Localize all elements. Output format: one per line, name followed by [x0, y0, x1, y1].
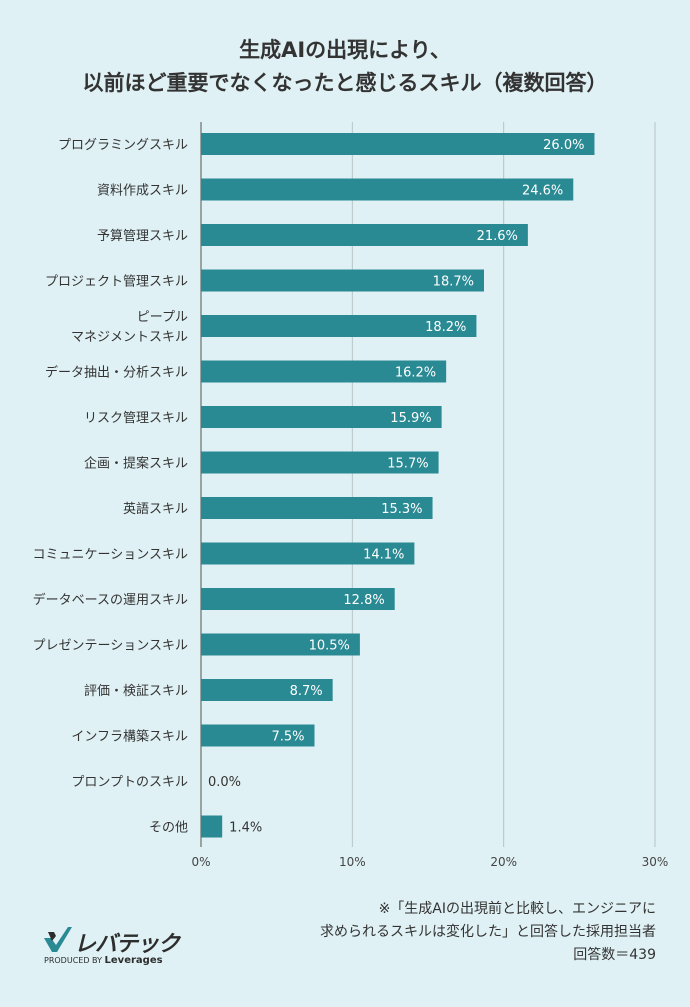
y-tick-label: 英語スキル	[123, 501, 188, 517]
y-tick-label: 予算管理スキル	[97, 229, 188, 244]
y-tick-label: 企画・提案スキル	[84, 456, 188, 472]
bar	[201, 724, 315, 747]
data-label: 0.0%	[208, 775, 241, 790]
y-tick-label: ピープルマネジメントスキル	[71, 310, 188, 345]
produced-by-text: PRODUCED BY	[44, 956, 102, 965]
data-label: 1.4%	[229, 821, 262, 836]
y-tick-label-line: 企画・提案スキル	[84, 456, 188, 472]
data-label: 8.7%	[290, 684, 323, 699]
bar	[201, 178, 574, 201]
y-tick-label-line: 予算管理スキル	[97, 229, 188, 244]
y-tick-label: プロジェクト管理スキル	[45, 275, 188, 290]
bar	[201, 588, 395, 610]
footnote-line-1: ※「生成AIの出現前と比較し、エンジニアに	[378, 901, 656, 917]
bar	[201, 633, 360, 656]
y-tick-label-line: 英語スキル	[123, 501, 188, 517]
x-tick-label: 20%	[490, 855, 517, 869]
bar	[201, 451, 439, 474]
y-tick-label-line: プログラミングスキル	[58, 138, 188, 153]
logo-produced-by: PRODUCED BY Leverages	[44, 955, 163, 966]
bar	[201, 815, 223, 838]
company-name: Leverages	[104, 955, 163, 966]
data-label: 21.6%	[477, 229, 518, 244]
y-tick-label: インフラ構築スキル	[71, 730, 188, 745]
y-tick-label-line: その他	[149, 821, 188, 836]
y-tick-label: データ抽出・分析スキル	[45, 365, 188, 381]
bar	[201, 679, 333, 701]
data-label: 18.2%	[425, 320, 466, 335]
footnote-line-3: 回答数＝439	[573, 947, 656, 963]
data-label: 16.2%	[395, 366, 436, 381]
y-tick-label-line: ピープル	[137, 310, 188, 325]
data-label: 15.9%	[390, 411, 431, 426]
data-label: 12.8%	[343, 593, 384, 608]
x-tick-label: 10%	[339, 855, 366, 869]
y-tick-label: データベースの運用スキル	[33, 592, 188, 608]
bar	[201, 315, 477, 337]
data-label: 26.0%	[543, 138, 584, 153]
y-tick-label-line: インフラ構築スキル	[71, 730, 188, 745]
bar	[201, 133, 595, 155]
chart-title: 生成AIの出現により、 以前ほど重要でなくなったと感じるスキル（複数回答）	[0, 34, 690, 100]
data-label: 15.7%	[387, 457, 428, 472]
y-tick-label: コミュニケーションスキル	[33, 548, 188, 563]
logo-name: レバテック	[74, 932, 180, 957]
footnote: ※「生成AIの出現前と比較し、エンジニアに 求められるスキルは変化した」と回答し…	[320, 898, 656, 967]
bar	[201, 269, 484, 292]
bar	[201, 224, 528, 246]
y-tick-label-line: プレゼンテーションスキル	[33, 639, 188, 654]
title-line-1: 生成AIの出現により、	[239, 38, 451, 62]
data-label: 14.1%	[363, 548, 404, 563]
y-tick-label-line: データベースの運用スキル	[33, 592, 188, 608]
data-label: 18.7%	[433, 275, 474, 290]
data-label: 24.6%	[522, 184, 563, 199]
title-line-2: 以前ほど重要でなくなったと感じるスキル（複数回答）	[82, 71, 608, 95]
data-label: 15.3%	[381, 502, 422, 517]
y-tick-label: プレゼンテーションスキル	[33, 639, 188, 654]
bar	[201, 360, 447, 383]
y-tick-label-line: マネジメントスキル	[71, 330, 188, 345]
y-tick-label: 資料作成スキル	[97, 184, 188, 199]
y-tick-label-line: プロジェクト管理スキル	[45, 275, 188, 290]
y-tick-label: プログラミングスキル	[58, 138, 188, 153]
y-tick-label: リスク管理スキル	[84, 411, 188, 426]
checkmark-logo-icon	[44, 927, 72, 952]
y-tick-label-line: 資料作成スキル	[97, 184, 188, 199]
y-tick-label: プロンプトのスキル	[71, 775, 188, 790]
data-label: 7.5%	[271, 730, 304, 745]
levtech-logo: レバテック PRODUCED BY Leverages	[42, 925, 192, 970]
x-tick-label: 30%	[642, 855, 669, 869]
bar	[201, 497, 433, 519]
y-tick-label: その他	[149, 821, 188, 836]
y-tick-label-line: データ抽出・分析スキル	[45, 365, 188, 381]
bar	[201, 542, 415, 565]
x-tick-label: 0%	[191, 855, 210, 869]
bar	[201, 406, 442, 428]
y-tick-label: 評価・検証スキル	[84, 684, 188, 699]
data-label: 10.5%	[309, 639, 350, 654]
y-tick-label-line: リスク管理スキル	[84, 411, 188, 426]
footnote-line-2: 求められるスキルは変化した」と回答した採用担当者	[320, 924, 656, 940]
y-tick-label-line: プロンプトのスキル	[71, 775, 188, 790]
y-tick-label-line: コミュニケーションスキル	[33, 548, 188, 563]
bar-chart: 0% 10% 20% 30% 26.0% プログラミングスキル 24.6% 資料作成スキル 21…	[33, 122, 669, 869]
y-tick-label-line: 評価・検証スキル	[84, 684, 188, 699]
